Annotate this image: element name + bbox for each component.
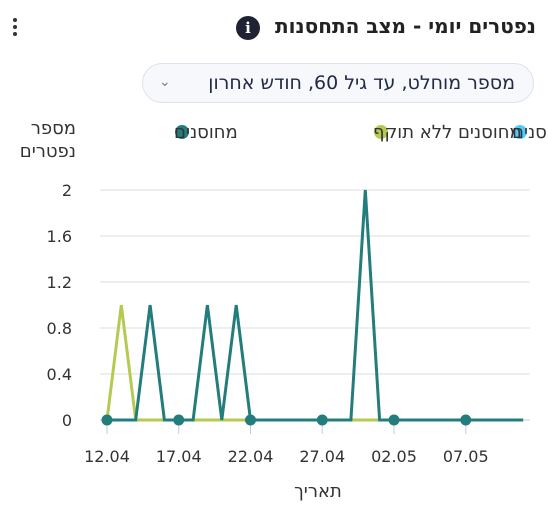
legend-label: מחוסנים: [174, 122, 238, 143]
kebab-menu-icon[interactable]: [8, 16, 22, 40]
y-tick-label: 0.8: [47, 319, 72, 338]
legend-label: לא מחוסנים: [512, 122, 548, 143]
chevron-down-icon: ⌄: [159, 74, 171, 90]
chart-title: נפטרים יומי - מצב התחסנות: [275, 14, 536, 38]
legend-swatch: [513, 125, 527, 139]
x-tick-label: 02.05: [371, 447, 417, 466]
y-axis-label: נפטרים: [20, 141, 76, 162]
x-tick-label: 17.04: [156, 447, 202, 466]
x-tick-label: 22.04: [228, 447, 274, 466]
filter-dropdown[interactable]: ⌄ מספר מוחלט, עד גיל 60, חודש אחרון: [142, 63, 534, 103]
data-point: [173, 414, 185, 426]
filter-selected-value: מספר מוחלט, עד גיל 60, חודש אחרון: [208, 72, 515, 94]
y-tick-label: 2: [62, 181, 72, 200]
series-line-2: [107, 189, 524, 422]
legend-swatch: [175, 125, 189, 139]
x-tick-label: 27.04: [299, 447, 345, 466]
data-point: [460, 414, 472, 426]
data-point: [388, 414, 400, 426]
data-point: [316, 414, 328, 426]
data-point: [245, 414, 256, 426]
info-icon[interactable]: i: [236, 16, 260, 40]
series-line-1: [105, 304, 524, 422]
card-header: i נפטרים יומי - מצב התחסנות: [0, 10, 548, 46]
data-point: [101, 414, 113, 426]
x-tick-label: 07.05: [443, 447, 489, 466]
x-axis-label: תאריך: [294, 481, 342, 502]
y-tick-label: 1.2: [47, 273, 72, 292]
y-tick-label: 0.4: [47, 365, 72, 384]
y-tick-label: 1.6: [47, 227, 72, 246]
y-axis-label: מספר: [31, 118, 76, 139]
y-tick-label: 0: [62, 411, 72, 430]
legend-swatch: [374, 125, 388, 139]
legend-label: מחוסנים ללא תוקף: [373, 122, 522, 143]
x-tick-label: 12.04: [84, 447, 130, 466]
